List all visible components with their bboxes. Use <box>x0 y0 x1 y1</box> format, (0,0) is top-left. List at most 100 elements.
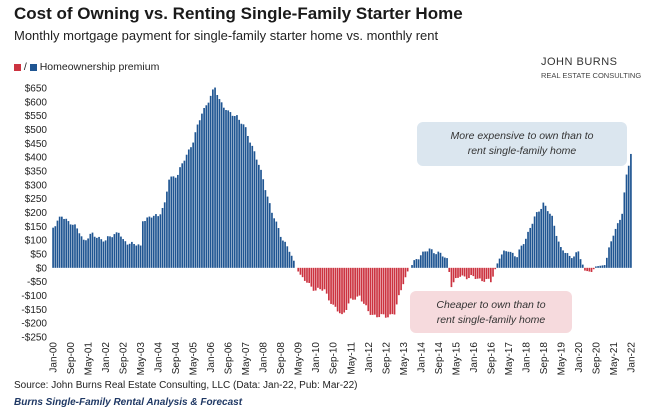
bar <box>496 263 499 268</box>
bar <box>146 217 149 268</box>
bar <box>489 267 492 283</box>
bar <box>120 236 122 268</box>
bar <box>520 245 523 268</box>
bar <box>509 251 512 268</box>
y-tick-label: $0 <box>36 263 48 274</box>
bar <box>601 265 604 268</box>
bar <box>128 243 131 268</box>
bar <box>415 259 418 268</box>
bar <box>369 267 372 315</box>
bar <box>98 236 100 268</box>
bar <box>181 163 184 268</box>
bar <box>603 265 606 268</box>
bar <box>437 251 440 268</box>
bar <box>549 213 551 268</box>
bar <box>117 232 120 268</box>
bar <box>428 248 431 268</box>
bar <box>290 255 293 268</box>
x-tick-label: Jan-06 <box>206 342 217 373</box>
bar <box>468 267 470 279</box>
bar <box>288 251 291 268</box>
bar <box>82 239 85 268</box>
bar <box>518 249 521 268</box>
bar <box>525 238 527 268</box>
x-tick-label: Sep-16 <box>486 342 497 375</box>
x-tick-label: Sep-00 <box>66 342 77 375</box>
y-tick-label: -$150 <box>21 305 47 316</box>
bar <box>354 267 356 300</box>
bar <box>266 196 269 268</box>
bar <box>562 250 564 268</box>
bar <box>435 254 437 268</box>
bar <box>575 252 578 268</box>
y-tick-label: $550 <box>25 111 48 122</box>
bar <box>187 149 190 268</box>
bar <box>439 252 442 268</box>
x-tick-label: May-05 <box>189 342 200 376</box>
bar <box>584 267 586 271</box>
bar <box>109 236 111 268</box>
footer-note: Burns Single-Family Rental Analysis & Fo… <box>14 397 243 408</box>
bar <box>323 267 326 290</box>
bar <box>163 202 166 268</box>
bar <box>137 244 140 268</box>
x-tick-label: Sep-18 <box>539 342 550 375</box>
bar <box>220 102 223 268</box>
bar <box>253 151 256 268</box>
bar <box>257 164 260 268</box>
annotation-box-negative <box>410 291 572 333</box>
bar <box>275 221 278 268</box>
company-logo: JOHN BURNS REAL ESTATE CONSULTING <box>541 56 641 86</box>
y-tick-label: $450 <box>25 139 48 150</box>
bar <box>389 267 391 315</box>
bar <box>61 216 63 268</box>
legend-label: Homeownership premium <box>39 61 160 73</box>
bar <box>122 239 124 268</box>
bar <box>360 267 363 302</box>
bar <box>597 266 599 268</box>
bar <box>172 176 175 268</box>
bar <box>106 236 109 268</box>
bar <box>157 216 159 268</box>
y-tick-label: -$200 <box>21 319 47 330</box>
bar <box>244 127 247 268</box>
bar <box>338 267 341 314</box>
bar <box>623 192 626 268</box>
bar <box>87 238 89 268</box>
y-tick-label: $600 <box>25 97 48 108</box>
bar <box>595 266 597 268</box>
bar <box>196 124 199 268</box>
bar <box>590 267 593 272</box>
bar <box>349 267 352 299</box>
bar <box>80 236 83 268</box>
bar <box>498 258 501 268</box>
bar <box>141 221 144 268</box>
bar <box>96 237 98 268</box>
annotations: More expensive to own than to rent single… <box>410 122 627 333</box>
bar <box>218 99 221 268</box>
bar <box>209 95 212 268</box>
x-tick-label: May-03 <box>136 342 147 376</box>
bar <box>472 267 475 277</box>
y-tick-label: -$250 <box>21 333 47 344</box>
bar <box>454 267 457 279</box>
bar <box>319 267 321 290</box>
bar <box>470 267 472 276</box>
bar <box>124 241 127 268</box>
x-tick-label: Sep-04 <box>171 342 182 375</box>
bar <box>85 240 87 268</box>
bars <box>52 87 632 318</box>
y-tick-label: $500 <box>25 125 48 136</box>
bar <box>63 218 65 268</box>
bar <box>214 87 216 268</box>
bar <box>231 115 234 268</box>
x-tick-label: Jan-20 <box>574 342 585 373</box>
bar <box>133 243 135 268</box>
bar <box>422 251 424 268</box>
bar <box>212 89 214 268</box>
x-tick-label: May-07 <box>241 342 252 376</box>
bar <box>452 267 455 283</box>
x-tick-label: Jan-08 <box>259 342 270 373</box>
x-tick-label: Sep-06 <box>224 342 235 375</box>
bar <box>233 116 236 268</box>
